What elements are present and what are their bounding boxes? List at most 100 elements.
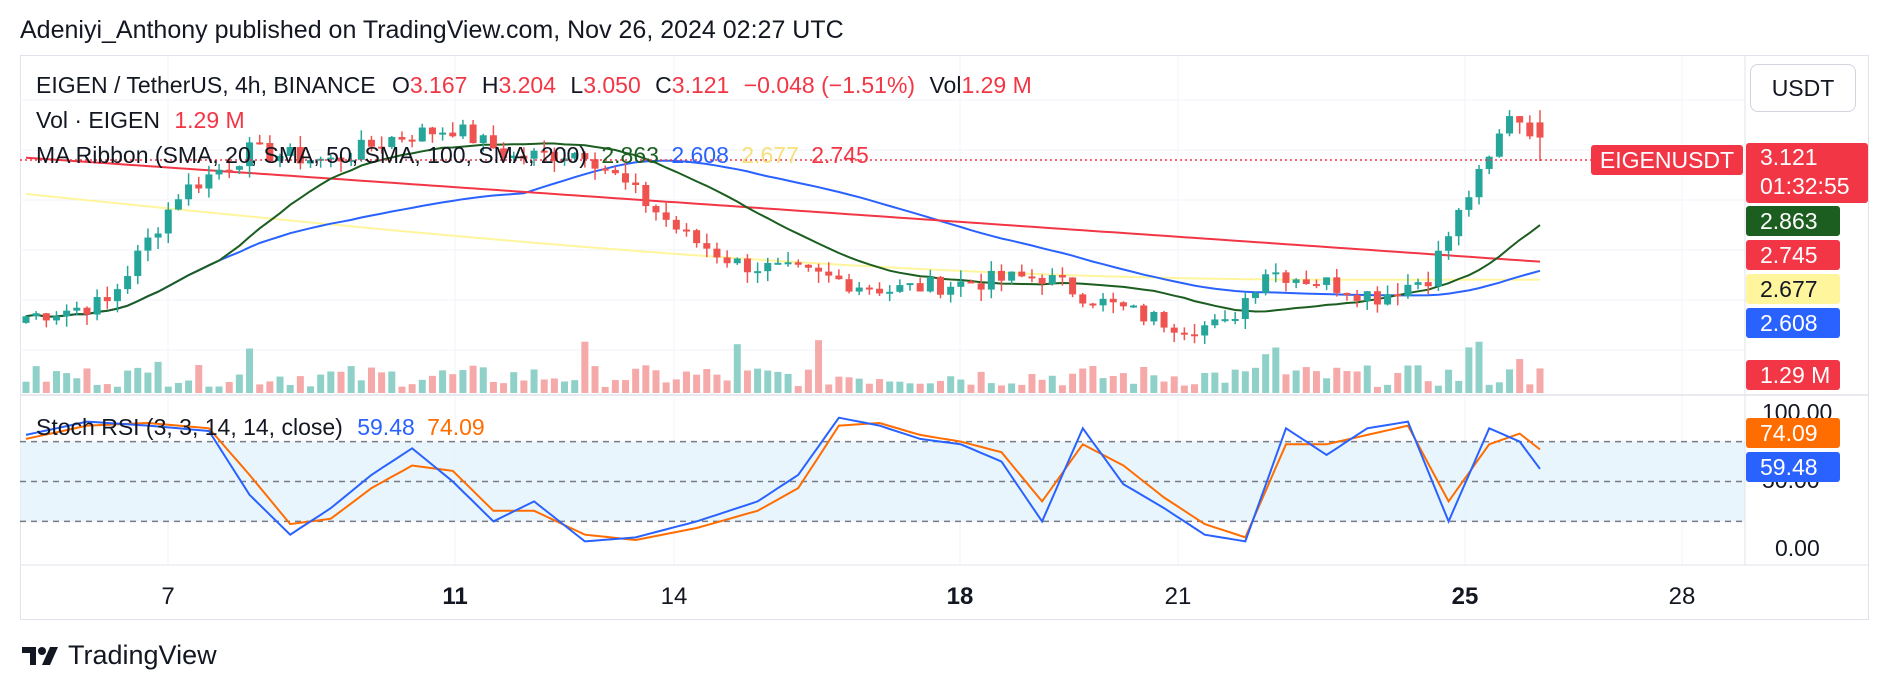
close-value: 3.121 xyxy=(671,72,730,98)
candle-down xyxy=(845,279,853,292)
volume-tag: 1.29 M xyxy=(1746,360,1840,390)
candle-down xyxy=(1394,294,1402,297)
tradingview-logo[interactable]: TradingView xyxy=(20,640,217,671)
volume-bar xyxy=(1343,371,1351,393)
volume-bar xyxy=(205,386,213,393)
stoch-legend[interactable]: Stoch RSI (3, 3, 14, 14, close) 59.48 74… xyxy=(36,414,485,441)
volume-bar xyxy=(337,371,345,393)
volume-bar xyxy=(489,381,497,393)
candle-down xyxy=(1526,122,1534,137)
candle-down xyxy=(296,147,304,164)
volume-bar xyxy=(73,378,81,393)
volume-bar xyxy=(1384,384,1392,393)
stoch-d-value: 74.09 xyxy=(427,414,485,440)
volume-bar xyxy=(754,368,762,393)
volume-bar xyxy=(662,382,670,393)
candle-down xyxy=(916,283,924,292)
stoch-d-line xyxy=(25,421,1541,542)
publish-info: Adeniyi_Anthony published on TradingView… xyxy=(20,16,844,44)
volume-legend[interactable]: Vol · EIGEN 1.29 M xyxy=(36,107,245,134)
volume-bar xyxy=(327,371,335,393)
symbol-legend[interactable]: EIGEN / TetherUS, 4h, BINANCE O3.167 H3.… xyxy=(36,72,1032,99)
candle-down xyxy=(540,150,548,153)
candle-up xyxy=(1323,277,1331,285)
volume-bar xyxy=(500,383,508,393)
volume-bar xyxy=(622,380,630,393)
candle-down xyxy=(1018,271,1026,277)
candle-down xyxy=(662,212,670,220)
candle-down xyxy=(520,155,528,159)
volume-bar xyxy=(357,380,365,393)
volume-bar xyxy=(936,380,944,393)
volume-bar xyxy=(398,386,406,393)
volume-bar xyxy=(520,380,528,393)
volume-bar xyxy=(835,376,843,393)
volume-bar xyxy=(1241,371,1249,393)
symbol-title[interactable]: EIGEN / TetherUS, 4h, BINANCE xyxy=(36,72,376,98)
candle-up xyxy=(1008,271,1016,281)
candle-up xyxy=(1506,116,1514,134)
candle-up xyxy=(479,135,487,144)
candle-down xyxy=(408,139,416,142)
candle-up xyxy=(144,237,152,251)
volume-bar xyxy=(723,380,731,393)
volume-bar xyxy=(1475,341,1483,393)
candle-down xyxy=(1312,284,1320,287)
volume-bar xyxy=(1465,347,1473,393)
time-axis-label: 14 xyxy=(661,583,688,610)
candle-up xyxy=(1099,298,1107,306)
candle-down xyxy=(1028,276,1036,279)
volume-bar xyxy=(276,376,284,393)
candle-down xyxy=(652,206,660,213)
volume-bar xyxy=(1536,368,1544,393)
candle-down xyxy=(794,262,802,265)
candle-down xyxy=(489,135,497,149)
volume-bar xyxy=(510,372,518,393)
ma-ribbon-legend[interactable]: MA Ribbon (SMA, 20, SMA, 50, SMA, 100, S… xyxy=(36,142,869,169)
candle-down xyxy=(266,143,274,162)
candle-down xyxy=(804,264,812,268)
candle-down xyxy=(672,219,680,230)
moving-averages xyxy=(25,142,1541,318)
volume-bar xyxy=(611,380,619,393)
volume-bar xyxy=(1058,385,1066,393)
ma200-value: 2.745 xyxy=(811,142,869,168)
volume-bar xyxy=(1292,370,1300,393)
candle-down xyxy=(1170,327,1178,333)
ma100-value: 2.677 xyxy=(741,142,799,168)
ma-ribbon-label: MA Ribbon (SMA, 20, SMA, 50, SMA, 100, S… xyxy=(36,142,587,168)
candle-down xyxy=(977,283,985,290)
candle-up xyxy=(1384,294,1392,305)
volume-bar xyxy=(997,385,1005,393)
volume-bar xyxy=(733,344,741,393)
volume-bar xyxy=(144,372,152,393)
volume-bar xyxy=(1424,381,1432,393)
volume-bar xyxy=(774,371,782,393)
currency-button[interactable]: USDT xyxy=(1750,64,1856,112)
candle-up xyxy=(957,281,965,287)
countdown-value: 01:32:55 xyxy=(1760,173,1850,199)
candle-down xyxy=(581,153,589,160)
volume-bar xyxy=(174,382,182,393)
last-price-value: 3.121 xyxy=(1760,144,1818,170)
candle-down xyxy=(601,168,609,171)
time-axis-label: 11 xyxy=(442,583,467,610)
candle-down xyxy=(723,257,731,264)
volume-bar xyxy=(1201,372,1209,393)
candle-up xyxy=(124,276,132,290)
candle-down xyxy=(693,230,701,244)
volume-bar xyxy=(124,370,132,393)
candle-up xyxy=(733,258,741,264)
candle-down xyxy=(1160,312,1168,328)
volume-bar xyxy=(1363,365,1371,393)
volume-bar xyxy=(571,380,579,393)
volume-bar xyxy=(428,375,436,393)
candle-down xyxy=(622,173,630,183)
candle-up xyxy=(1241,298,1249,319)
candle-up xyxy=(1221,319,1229,322)
volume-legend-label: Vol · EIGEN xyxy=(36,107,160,133)
candle-down xyxy=(632,182,640,185)
time-axis: 7 11 14 18 21 25 28 xyxy=(161,583,1695,610)
candles xyxy=(22,110,1544,345)
